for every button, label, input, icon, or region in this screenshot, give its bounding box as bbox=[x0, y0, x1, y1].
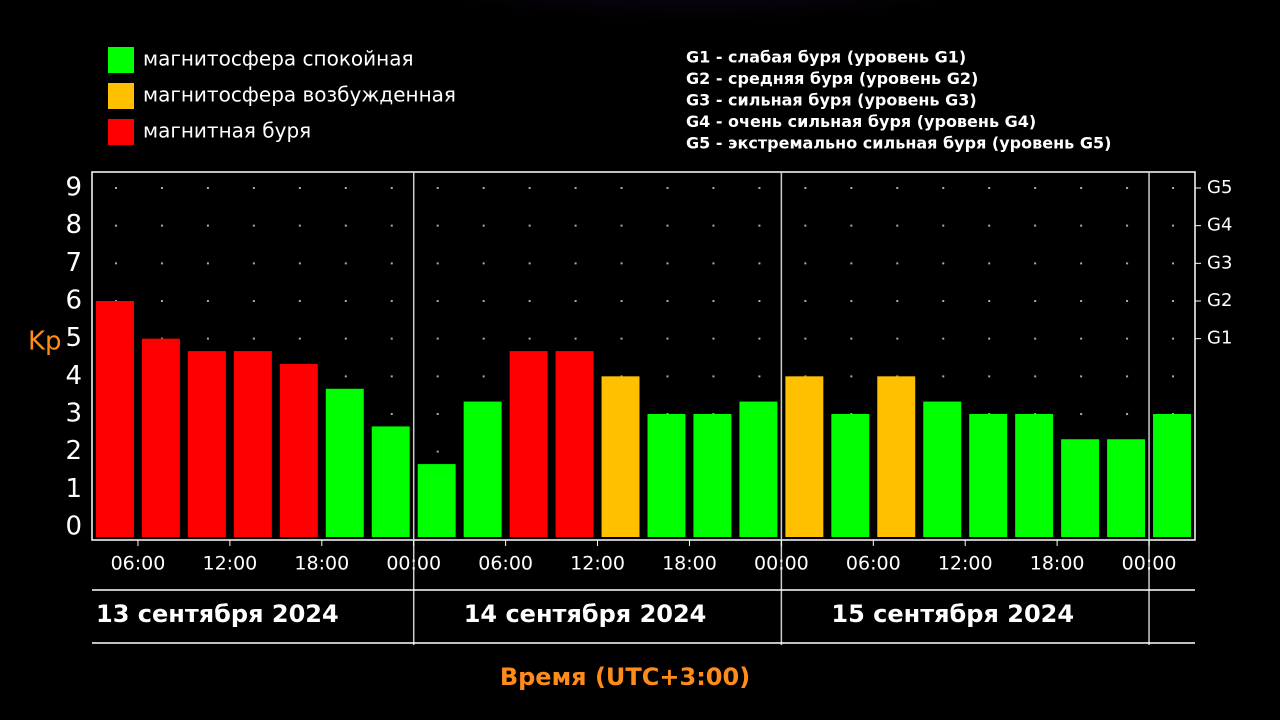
bar bbox=[96, 301, 134, 537]
y-tick-label: 3 bbox=[65, 399, 82, 429]
x-tick-label: 18:00 bbox=[662, 553, 717, 575]
y2-tick-label: G4 bbox=[1207, 215, 1232, 236]
plot-frame bbox=[91, 171, 1196, 541]
bar bbox=[509, 351, 548, 537]
y-axis-label: Kp bbox=[28, 327, 62, 357]
x-tick-label: 00:00 bbox=[386, 553, 441, 575]
day-label: 14 сентября 2024 bbox=[464, 600, 707, 628]
bar bbox=[923, 401, 962, 537]
bar bbox=[1153, 414, 1191, 537]
x-tick-label: 06:00 bbox=[111, 553, 166, 575]
x-tick-label: 12:00 bbox=[570, 553, 625, 575]
y-tick-label: 7 bbox=[65, 248, 82, 278]
legend-label: магнитосфера возбужденная bbox=[143, 83, 456, 107]
x-tick-label: 06:00 bbox=[478, 553, 533, 575]
x-tick-label: 12:00 bbox=[202, 553, 257, 575]
y2-tick-label: G1 bbox=[1207, 328, 1232, 349]
day-label: 15 сентября 2024 bbox=[831, 600, 1074, 628]
bar bbox=[739, 401, 778, 537]
bar bbox=[785, 376, 824, 537]
bar bbox=[877, 376, 916, 537]
y2-tick-label: G3 bbox=[1207, 252, 1232, 273]
x-tick-label: 00:00 bbox=[1122, 553, 1177, 575]
bar bbox=[969, 414, 1008, 537]
legend-swatch bbox=[108, 119, 134, 145]
legend-swatch bbox=[108, 47, 134, 73]
storm-level: G5 - экстремально сильная буря (уровень … bbox=[686, 134, 1111, 153]
bar bbox=[463, 401, 502, 537]
x-tick-label: 12:00 bbox=[938, 553, 993, 575]
y-tick-label: 4 bbox=[65, 361, 82, 391]
glow bbox=[320, 0, 1080, 110]
storm-level: G4 - очень сильная буря (уровень G4) bbox=[686, 112, 1036, 131]
x-tick-label: 18:00 bbox=[1030, 553, 1085, 575]
y-tick-label: 0 bbox=[65, 512, 82, 542]
storm-level: G2 - средняя буря (уровень G2) bbox=[686, 69, 978, 88]
legend-label: магнитная буря bbox=[143, 119, 311, 143]
y-tick-label: 1 bbox=[65, 474, 82, 504]
storm-level: G3 - сильная буря (уровень G3) bbox=[686, 91, 977, 110]
bar bbox=[1061, 439, 1100, 537]
bar bbox=[233, 351, 272, 537]
day-label: 13 сентября 2024 bbox=[96, 600, 339, 628]
legend-label: магнитосфера спокойная bbox=[143, 47, 414, 71]
y-tick-label: 8 bbox=[65, 210, 82, 240]
y-tick-label: 6 bbox=[65, 286, 82, 316]
y-tick-label: 5 bbox=[65, 323, 82, 353]
y2-tick-label: G5 bbox=[1207, 177, 1232, 198]
y2-tick-label: G2 bbox=[1207, 290, 1232, 311]
storm-level: G1 - слабая буря (уровень G1) bbox=[686, 48, 966, 67]
bar bbox=[371, 426, 410, 537]
x-tick-label: 00:00 bbox=[754, 553, 809, 575]
y-tick-label: 9 bbox=[65, 173, 82, 203]
bar bbox=[693, 414, 732, 537]
legend-swatch bbox=[108, 83, 134, 109]
x-tick-label: 18:00 bbox=[294, 553, 349, 575]
bar bbox=[555, 351, 594, 537]
y-tick-label: 2 bbox=[65, 436, 82, 466]
bar bbox=[141, 338, 180, 537]
bar bbox=[601, 376, 640, 537]
bar bbox=[1015, 414, 1054, 537]
x-axis-label: Время (UTC+3:00) bbox=[500, 663, 750, 691]
bar bbox=[831, 414, 870, 537]
x-tick-label: 06:00 bbox=[846, 553, 901, 575]
bar bbox=[647, 414, 686, 537]
bar bbox=[279, 363, 318, 537]
bar bbox=[325, 388, 364, 537]
bar bbox=[187, 351, 226, 537]
bar bbox=[1107, 439, 1146, 537]
bar bbox=[417, 464, 456, 537]
